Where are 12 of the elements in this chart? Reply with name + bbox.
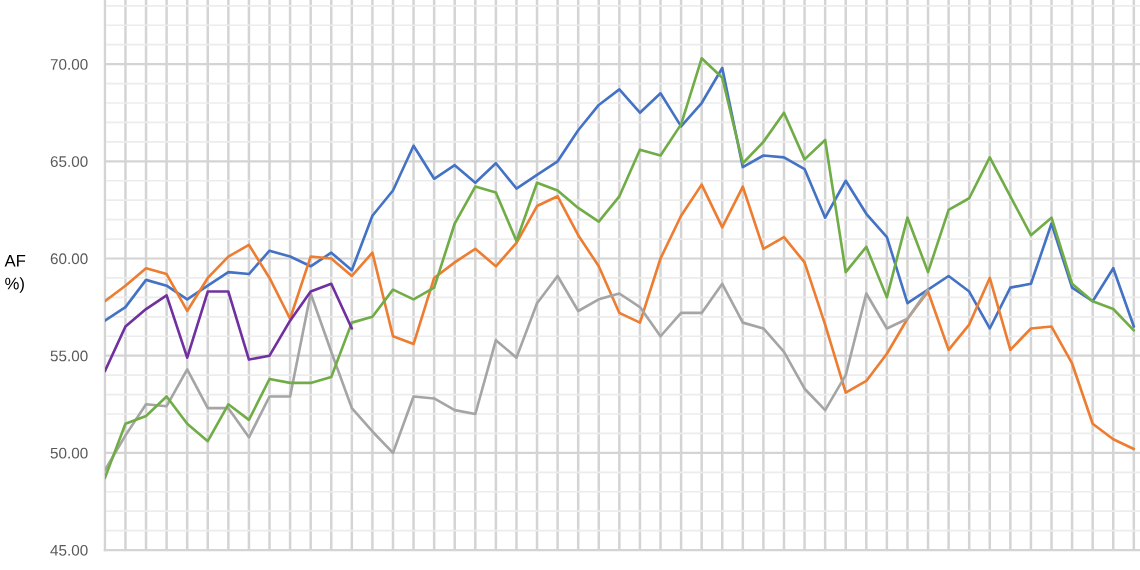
y-tick-label: 45.00 [50, 544, 88, 556]
y-tick-label: 50.00 [50, 447, 88, 459]
line-series [104, 66, 1136, 330]
y-tick-label: 55.00 [50, 350, 88, 362]
line-series [104, 282, 354, 373]
y-axis-title: AF %) [4, 255, 26, 293]
y-tick-label: 70.00 [50, 59, 88, 70]
line-series [104, 183, 1136, 451]
y-tick-label: 65.00 [50, 156, 88, 168]
y-tick-label: 60.00 [50, 253, 88, 265]
line-series [104, 56, 1136, 480]
line-series [104, 274, 930, 472]
